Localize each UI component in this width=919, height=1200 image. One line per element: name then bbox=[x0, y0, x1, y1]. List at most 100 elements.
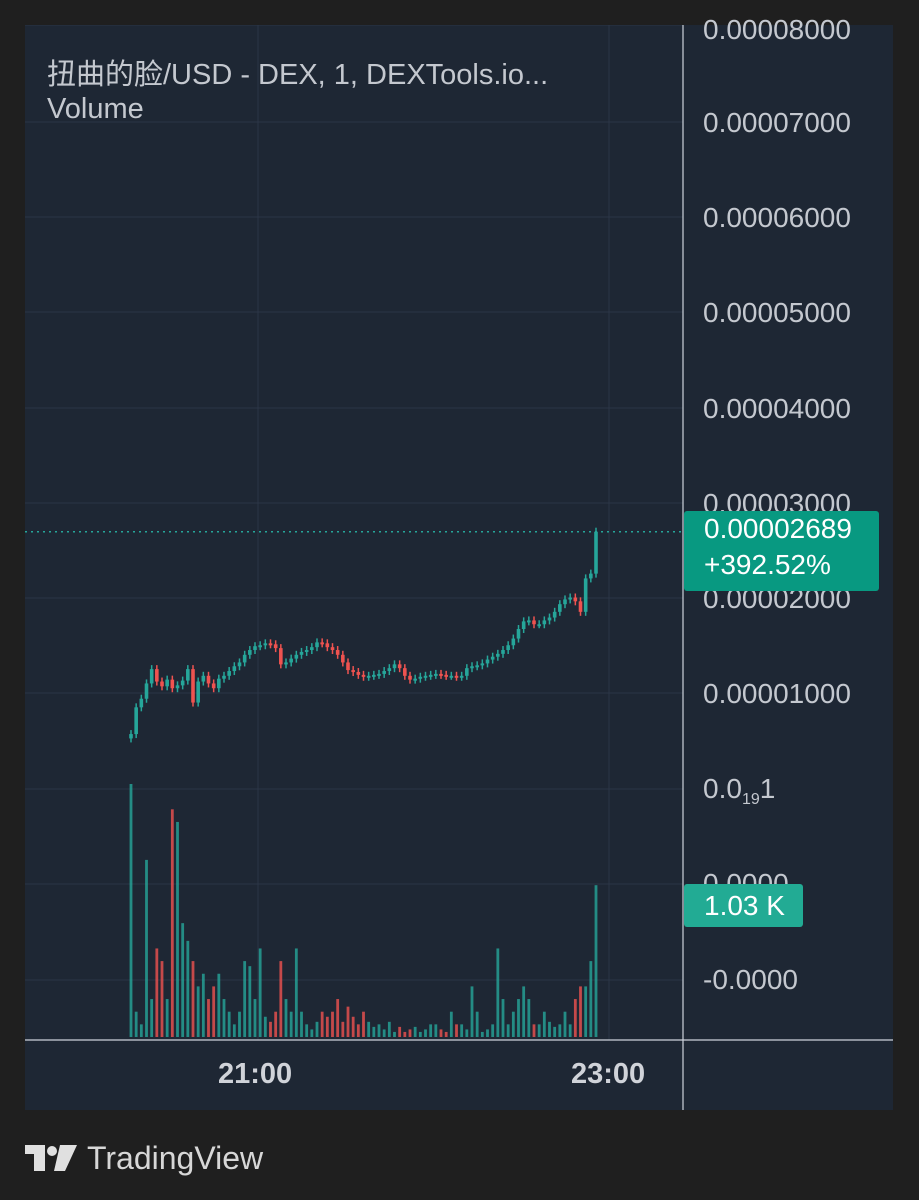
volume-bar bbox=[248, 966, 252, 1037]
volume-bar bbox=[460, 1024, 464, 1037]
candle bbox=[439, 673, 443, 676]
candle bbox=[129, 734, 133, 739]
candle bbox=[304, 650, 309, 653]
volume-bar bbox=[263, 1016, 267, 1037]
candle bbox=[418, 676, 423, 679]
volume-bar bbox=[362, 1011, 365, 1037]
volume-bar bbox=[532, 1024, 536, 1037]
candle bbox=[144, 683, 149, 699]
volume-bar bbox=[403, 1031, 407, 1037]
volume-bar bbox=[589, 961, 593, 1037]
volume-bar bbox=[372, 1026, 376, 1037]
volume-bar bbox=[537, 1024, 541, 1037]
volume-bar bbox=[382, 1029, 386, 1037]
candle bbox=[134, 707, 138, 735]
last-volume-label: 1.03 K bbox=[684, 884, 803, 927]
volume-bar bbox=[186, 940, 190, 1037]
candle bbox=[434, 673, 438, 676]
volume-bar bbox=[315, 1021, 319, 1037]
candle bbox=[527, 620, 531, 623]
candle bbox=[552, 611, 557, 618]
candle bbox=[501, 650, 505, 654]
volume-bar bbox=[542, 1011, 546, 1037]
price-tick-1-main: 0.0 bbox=[703, 773, 742, 804]
volume-bar bbox=[434, 1024, 438, 1037]
candle bbox=[485, 659, 490, 664]
volume-bar bbox=[424, 1029, 427, 1037]
candle bbox=[516, 629, 521, 639]
volume-bar bbox=[584, 986, 588, 1037]
volume-bar bbox=[548, 1021, 551, 1037]
candle bbox=[408, 675, 412, 680]
volume-bar bbox=[356, 1024, 360, 1037]
candle bbox=[403, 668, 407, 676]
candle bbox=[294, 654, 299, 659]
candle bbox=[248, 650, 252, 655]
candle bbox=[165, 679, 169, 687]
volume-bar bbox=[486, 1029, 489, 1037]
volume-bar bbox=[465, 1029, 469, 1037]
volume-bar bbox=[413, 1026, 417, 1037]
volume-bar bbox=[594, 885, 598, 1037]
candle bbox=[222, 675, 226, 679]
candle bbox=[397, 664, 402, 669]
volume-bar bbox=[418, 1031, 422, 1037]
volume-bar bbox=[253, 999, 257, 1037]
candle bbox=[589, 573, 593, 579]
volume-bar bbox=[377, 1024, 381, 1037]
volume-bar bbox=[207, 999, 210, 1037]
volume-bar bbox=[429, 1024, 433, 1037]
volume-bar bbox=[176, 821, 179, 1037]
volume-bar bbox=[170, 809, 174, 1037]
volume-bar bbox=[212, 986, 216, 1037]
volume-bar bbox=[139, 1024, 143, 1037]
volume-bar bbox=[449, 1011, 453, 1037]
volume-bar bbox=[480, 1031, 484, 1037]
candle bbox=[196, 681, 200, 703]
symbol-title[interactable]: 扭曲的脸/USD - DEX, 1, DEXTools.io... bbox=[47, 59, 549, 91]
volume-bar bbox=[320, 1011, 324, 1037]
candle bbox=[263, 643, 268, 646]
candle bbox=[583, 578, 588, 612]
volume-bar bbox=[150, 999, 154, 1037]
candle bbox=[542, 620, 547, 625]
candle bbox=[175, 685, 180, 689]
volume-bar bbox=[222, 999, 226, 1037]
volume-bar bbox=[279, 961, 283, 1037]
volume-bar bbox=[491, 1024, 495, 1037]
candle bbox=[563, 599, 567, 605]
volume-bar bbox=[160, 961, 164, 1037]
price-tick-60: 0.00006000 bbox=[703, 202, 851, 233]
volume-bar bbox=[243, 961, 247, 1037]
candle bbox=[155, 669, 159, 682]
time-tick-2300: 23:00 bbox=[571, 1058, 646, 1090]
candle bbox=[558, 604, 562, 612]
volume-bar bbox=[310, 1029, 314, 1037]
volume-indicator-label[interactable]: Volume bbox=[47, 93, 144, 125]
chart-canvas[interactable] bbox=[25, 25, 893, 1110]
volume-bar bbox=[217, 973, 221, 1037]
volume-bar bbox=[439, 1029, 443, 1037]
candle bbox=[490, 656, 495, 660]
candle bbox=[211, 683, 216, 689]
candle bbox=[346, 662, 350, 671]
candle bbox=[496, 653, 500, 657]
volume-bar bbox=[325, 1016, 329, 1037]
last-price-change: +392.52% bbox=[704, 549, 831, 580]
chart-frame: 扭曲的脸/USD - DEX, 1, DEXTools.io... Volume… bbox=[25, 14, 893, 1110]
volume-bar bbox=[284, 999, 288, 1037]
candle bbox=[217, 678, 221, 689]
candle bbox=[382, 671, 386, 674]
candle bbox=[253, 646, 257, 651]
tradingview-logo[interactable]: TradingView bbox=[25, 1138, 263, 1178]
volume-bar bbox=[408, 1029, 412, 1037]
volume-bar bbox=[269, 1021, 272, 1037]
candle bbox=[372, 674, 376, 677]
volume-bar bbox=[568, 1024, 572, 1037]
volume-bar bbox=[455, 1024, 458, 1037]
candle bbox=[268, 643, 273, 646]
price-tick-70: 0.00007000 bbox=[703, 107, 851, 138]
volume-bar bbox=[305, 1024, 309, 1037]
candle bbox=[320, 642, 324, 645]
candle bbox=[454, 675, 459, 678]
